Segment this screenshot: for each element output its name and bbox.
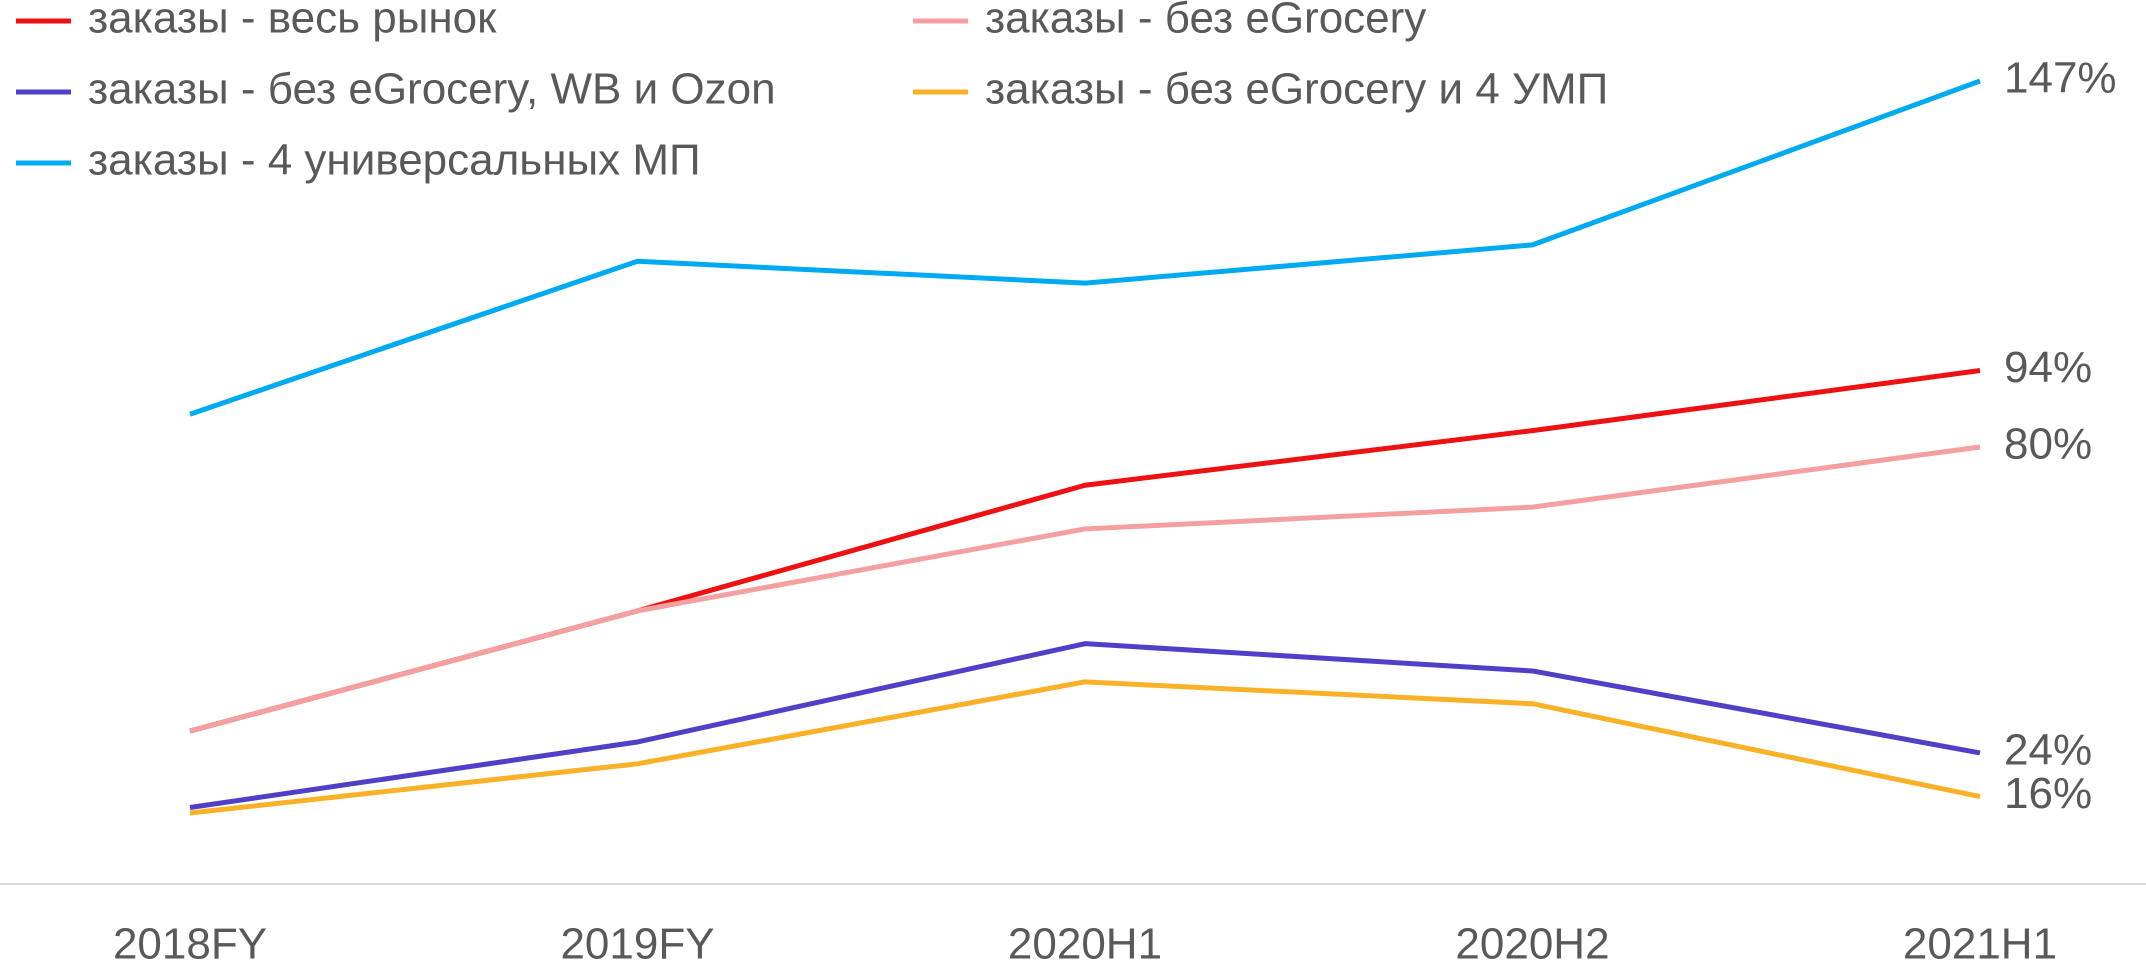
- x-tick-label: 2021H1: [1903, 920, 2057, 969]
- x-tick-label: 2019FY: [560, 920, 714, 969]
- value-label: 80%: [2004, 420, 2092, 469]
- legend-label: заказы - без eGrocery, WB и Ozon: [88, 65, 776, 114]
- legend-label: заказы - 4 универсальных МП: [88, 136, 701, 185]
- x-tick-label: 2018FY: [113, 920, 267, 969]
- series-line: [189, 679, 1981, 816]
- series-line: [189, 78, 1981, 417]
- series-line: [189, 444, 1981, 734]
- series-line: [189, 368, 1981, 734]
- series-line: [189, 641, 1981, 810]
- x-tick-label: 2020H1: [1008, 920, 1162, 969]
- legend-label: заказы - без eGrocery и 4 УМП: [985, 65, 1608, 114]
- value-label: 147%: [2004, 54, 2117, 103]
- value-label: 16%: [2004, 769, 2092, 818]
- value-label: 24%: [2004, 726, 2092, 775]
- value-label: 94%: [2004, 343, 2092, 392]
- x-tick-label: 2020H2: [1455, 920, 1609, 969]
- legend-label: заказы - без eGrocery: [985, 0, 1426, 43]
- legend-label: заказы - весь рынок: [88, 0, 497, 43]
